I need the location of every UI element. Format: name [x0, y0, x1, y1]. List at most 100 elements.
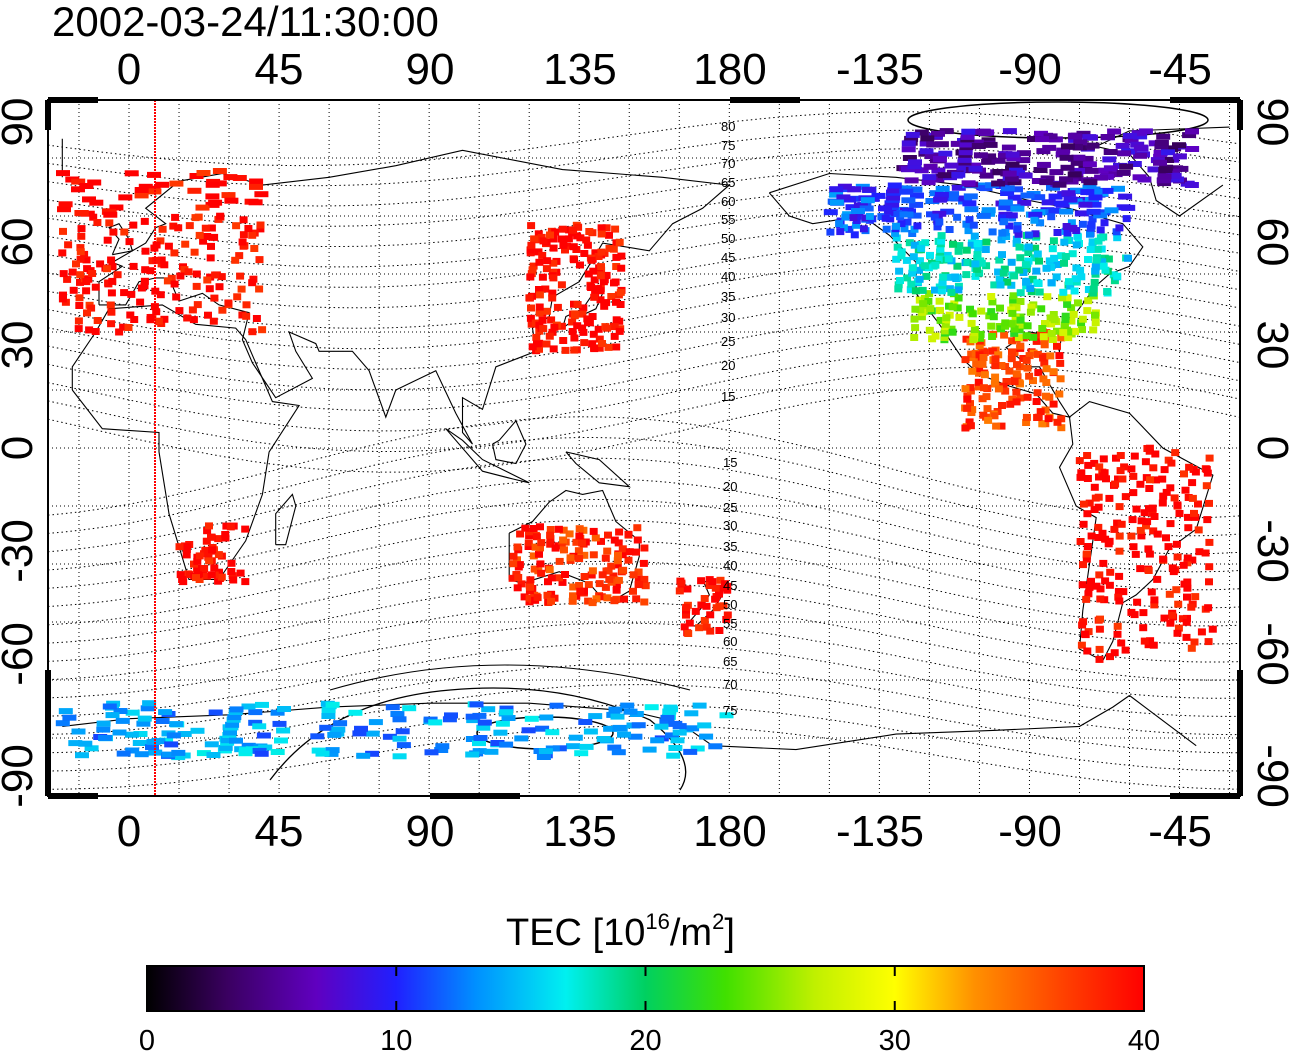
- tec-point: [1153, 575, 1162, 583]
- tec-point: [527, 304, 535, 312]
- tec-point: [62, 714, 77, 721]
- tec-point: [229, 706, 244, 713]
- tec-point: [597, 248, 606, 256]
- longitude-tick-label: 135: [543, 45, 616, 94]
- tec-point: [535, 309, 544, 317]
- longitude-tick-label: -90: [998, 45, 1062, 94]
- tec-point: [935, 254, 944, 262]
- tec-point: [1078, 201, 1093, 208]
- latitude-tick-label: 90: [1248, 98, 1292, 147]
- tec-point: [852, 221, 861, 229]
- tec-point: [1015, 379, 1024, 387]
- tec-point: [76, 248, 85, 256]
- tec-point: [1076, 473, 1085, 481]
- tec-point: [160, 261, 169, 269]
- tec-point: [193, 564, 202, 572]
- tec-point: [926, 305, 935, 313]
- tec-point: [548, 328, 557, 336]
- tec-point: [365, 730, 380, 737]
- tec-point: [930, 213, 939, 221]
- tec-point: [75, 302, 84, 309]
- tec-point: [1093, 212, 1108, 219]
- tec-point: [560, 546, 568, 554]
- tec-point: [861, 186, 876, 193]
- tec-point: [850, 231, 859, 239]
- tec-point: [1136, 480, 1145, 488]
- tec-point: [549, 259, 558, 267]
- tec-point: [1049, 237, 1058, 245]
- tec-point: [578, 539, 587, 547]
- tec-point: [514, 735, 529, 742]
- tec-point: [1190, 638, 1199, 646]
- tec-point: [617, 252, 626, 260]
- tec-point: [1059, 208, 1074, 215]
- tec-point: [1008, 309, 1017, 317]
- tec-point: [982, 153, 997, 160]
- tec-point: [242, 301, 251, 309]
- tec-point: [514, 574, 523, 581]
- tec-point: [202, 537, 211, 545]
- tec-point: [1041, 320, 1049, 327]
- tec-point: [1063, 196, 1078, 203]
- tec-point: [968, 165, 983, 172]
- tec-point: [1145, 444, 1154, 452]
- tec-point: [1022, 419, 1031, 426]
- tec-point: [1168, 564, 1177, 572]
- tec-point: [1025, 231, 1033, 239]
- tec-point: [120, 289, 129, 297]
- tec-point: [535, 286, 543, 293]
- tec-point: [1117, 520, 1126, 528]
- tec-point: [1064, 328, 1073, 336]
- tec-point: [881, 214, 890, 222]
- tec-point: [1164, 146, 1178, 153]
- tec-point: [535, 725, 550, 732]
- tec-point: [555, 557, 564, 565]
- tec-point: [182, 551, 191, 559]
- tec-point: [1082, 555, 1091, 563]
- tec-point: [1033, 350, 1042, 358]
- tec-point: [481, 706, 496, 713]
- tec-point: [878, 205, 892, 212]
- tec-point: [921, 239, 930, 247]
- tec-point: [990, 380, 999, 388]
- tec-point: [594, 325, 603, 333]
- tec-point: [951, 171, 966, 178]
- tec-point: [906, 286, 915, 294]
- tec-point: [1064, 334, 1073, 342]
- left-latitude-ticks: 9060300-30-60-90: [0, 98, 42, 808]
- tec-point: [1049, 368, 1058, 376]
- tec-point: [255, 701, 269, 708]
- australia-coast: [508, 489, 640, 600]
- tec-point: [1022, 356, 1031, 364]
- tec-point: [967, 162, 982, 169]
- colorbar-ticks: 0 10 20 30 40: [139, 966, 1160, 1057]
- tec-point: [231, 256, 240, 264]
- tec-point: [221, 531, 230, 538]
- tec-point: [576, 234, 585, 242]
- tec-point: [1071, 167, 1085, 174]
- tec-point: [1068, 175, 1083, 182]
- tec-point: [550, 323, 559, 331]
- tec-point: [1122, 215, 1131, 223]
- tec-point: [914, 129, 929, 136]
- tec-point: [992, 422, 1001, 430]
- contour-label: 80: [721, 119, 735, 134]
- tec-point: [584, 270, 593, 278]
- tec-point: [525, 587, 534, 595]
- tec-point: [96, 260, 105, 268]
- tec-point: [58, 201, 73, 208]
- tec-point: [1082, 134, 1097, 141]
- tec-point: [1166, 619, 1175, 627]
- tec-point: [964, 206, 979, 213]
- tec-point: [1053, 418, 1062, 426]
- tec-point: [911, 324, 920, 332]
- tec-point: [175, 543, 184, 551]
- tec-point: [124, 170, 139, 177]
- tec-point: [76, 271, 85, 279]
- tec-region: [910, 290, 1100, 344]
- tec-point: [1035, 257, 1043, 265]
- borneo-coast: [491, 419, 527, 465]
- tec-point: [561, 571, 569, 578]
- tec-point: [601, 583, 610, 591]
- tec-point: [913, 222, 922, 230]
